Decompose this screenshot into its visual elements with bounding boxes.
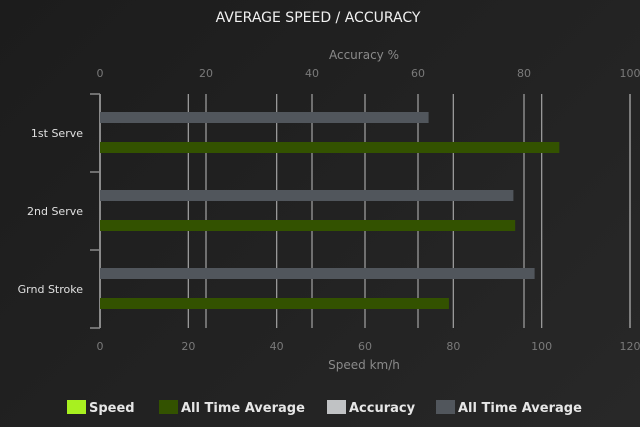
chart-title: AVERAGE SPEED / ACCURACY [216, 10, 421, 26]
bar-all-time-average [100, 298, 449, 309]
bar-all-time-average [100, 268, 535, 279]
top-tick-label: 0 [97, 67, 104, 80]
bar-all-time-average [100, 220, 516, 231]
bottom-tick-label: 80 [446, 340, 460, 353]
top-axis-label: Accuracy % [329, 48, 399, 62]
bar-all-time-average [100, 190, 514, 201]
category-label: 1st Serve [31, 127, 83, 140]
bar-all-time-average [100, 142, 560, 153]
category-label: Grnd Stroke [18, 283, 84, 296]
legend-swatch [436, 400, 455, 414]
legend-swatch [159, 400, 178, 414]
legend-label: Accuracy [349, 401, 416, 416]
top-tick-label: 40 [305, 67, 319, 80]
bottom-tick-label: 120 [620, 340, 640, 353]
legend-label: All Time Average [181, 401, 305, 416]
legend-swatch [67, 400, 86, 414]
legend-label: Speed [89, 401, 135, 416]
top-tick-label: 100 [620, 67, 640, 80]
top-tick-label: 80 [517, 67, 531, 80]
legend-label: All Time Average [458, 401, 582, 416]
top-tick-label: 60 [411, 67, 425, 80]
bottom-tick-label: 20 [181, 340, 195, 353]
category-label: 2nd Serve [27, 205, 83, 218]
bottom-axis-label: Speed km/h [328, 358, 400, 372]
bottom-tick-label: 40 [270, 340, 284, 353]
bottom-tick-label: 0 [97, 340, 104, 353]
legend-swatch [327, 400, 346, 414]
bottom-tick-label: 60 [358, 340, 372, 353]
bar-all-time-average [100, 112, 429, 123]
top-tick-label: 20 [199, 67, 213, 80]
bottom-tick-label: 100 [531, 340, 552, 353]
